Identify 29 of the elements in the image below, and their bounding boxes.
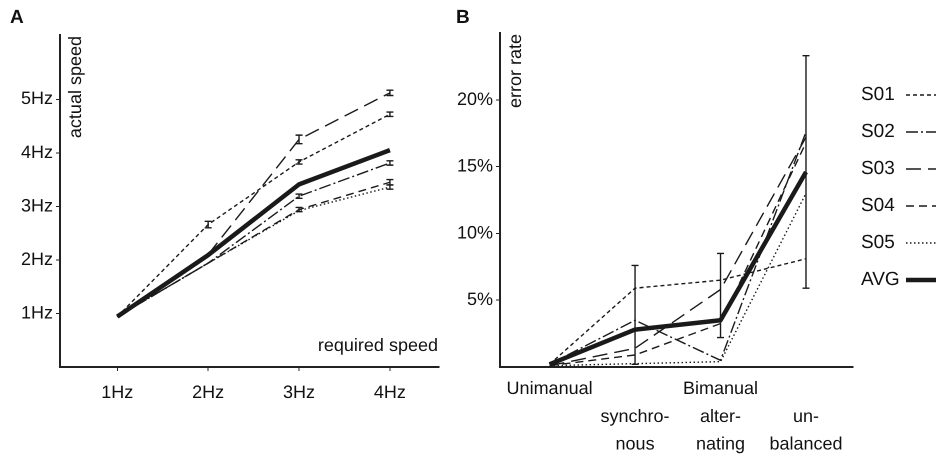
y-tick-label: 20% <box>456 88 493 109</box>
y-axis-title: error rate <box>504 34 525 108</box>
y-tick-label: 15% <box>456 156 493 176</box>
y-tick-label: 5Hz <box>20 88 53 108</box>
y-axis-title: actual speed <box>64 36 85 138</box>
chart-title: A <box>10 7 24 28</box>
legend-label: S04 <box>861 195 896 216</box>
y-tick-label: 1Hz <box>20 302 53 322</box>
y-tick-label: 4Hz <box>20 142 53 162</box>
x-tick-label: un- balanced <box>769 406 843 454</box>
x-tick-label: alter- nating <box>696 406 746 454</box>
text: Bimanual <box>682 378 758 398</box>
x-tick-label: 4Hz <box>374 382 406 402</box>
x-tick-label: 1Hz <box>101 382 134 402</box>
x-axis-title: required speed <box>318 334 438 355</box>
legend-label: S02 <box>861 121 895 142</box>
chart-title: B <box>456 7 470 28</box>
legend-label: AVG <box>861 269 900 290</box>
x-tick-label: 2Hz <box>192 382 224 402</box>
legend-label: S03 <box>861 158 895 180</box>
y-tick-label: 10% <box>456 222 493 242</box>
y-tick-label: 2Hz <box>20 248 53 269</box>
y-tick-label: 3Hz <box>20 195 53 216</box>
y-tick-label: 5% <box>466 289 493 310</box>
legend-label: S01 <box>861 84 895 106</box>
x-tick-label: Unimanual <box>506 378 593 398</box>
legend-label: S05 <box>861 232 895 254</box>
x-tick-label: 3Hz <box>283 382 316 402</box>
x-tick-label: synchro- nous <box>600 406 670 454</box>
